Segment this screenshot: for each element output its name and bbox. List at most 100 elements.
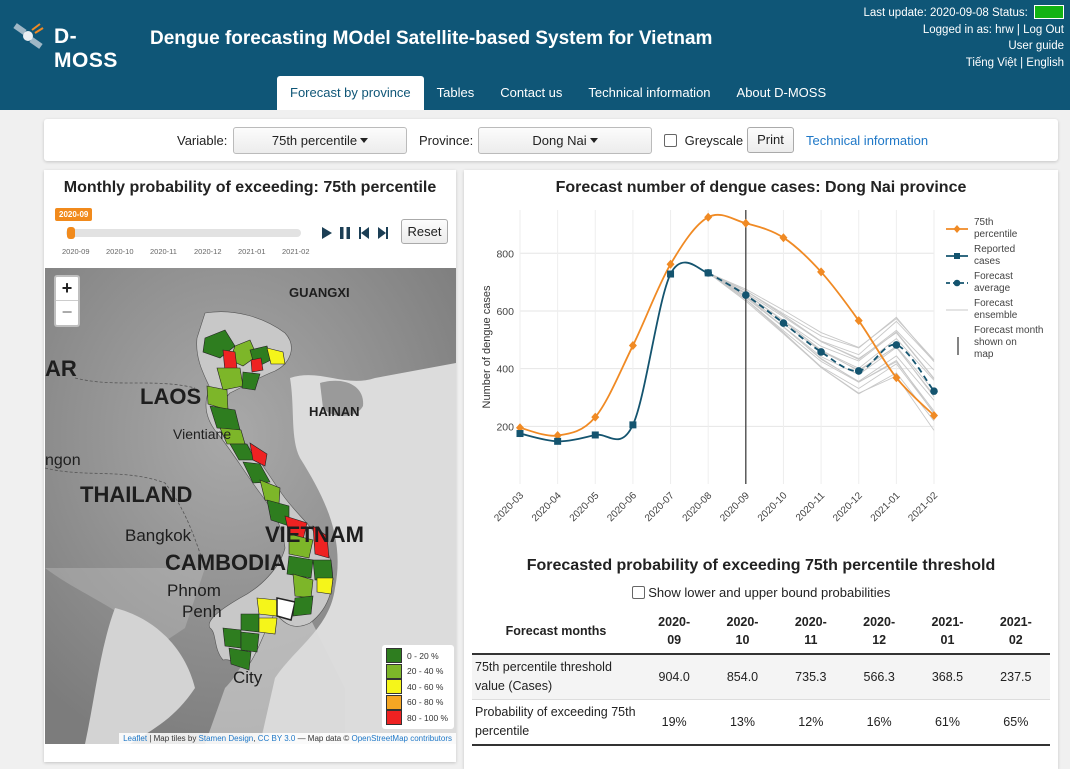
tab-forecast-by-province[interactable]: Forecast by province [277,76,424,110]
map-label-hainan: HAINAN [309,404,360,419]
lang-vietnamese-link[interactable]: Tiếng Việt [965,56,1017,69]
data-point [779,319,788,327]
table-cell: 13% [708,699,777,746]
table-header-cell: 2020- 12 [844,609,914,655]
data-point [741,218,750,228]
legend-swatch [386,710,402,726]
legend-label: 60 - 80 % [407,697,444,708]
header-month: 02 [1008,633,1023,647]
table-row-label: 75th percentile threshold value (Cases) [472,654,640,700]
bounds-checkbox[interactable] [631,586,645,599]
zoom-in-button[interactable]: + [56,277,78,301]
attribution-text: | Map tiles by [147,734,199,743]
x-tick-label: 2021-02 [906,490,940,524]
header-month: 12 [872,633,887,647]
variable-label: Variable: [177,133,228,148]
map-label-vientiane: Vientiane [173,426,232,442]
logged-in-text: Logged in as: hrw [922,23,1014,36]
header-month: 09 [667,633,682,647]
legend-item: 40 - 60 % [386,679,450,695]
legend-label: 80 - 100 % [407,712,449,723]
legend-marker [953,279,961,287]
x-tick-label: 2020-05 [568,490,602,524]
header-year: 2020- [863,615,896,629]
last-update-text: Last update: 2020-09-08 Status: [863,7,1028,19]
tab-about[interactable]: About D-MOSS [736,85,827,100]
table-cell: 735.3 [776,654,845,700]
app-header: D-MOSS Dengue forecasting MOdel Satellit… [0,0,1070,110]
slider-tick: 2020-09 [62,247,90,256]
variable-dropdown[interactable]: 75th percentile [233,127,407,154]
series-line-0 [520,213,935,437]
table-header-cell: 2021- 02 [981,609,1050,655]
dmoss-logo[interactable]: D-MOSS [10,18,135,72]
month-slider-handle[interactable] [67,227,75,239]
data-point [704,269,712,277]
step-forward-icon[interactable] [377,226,389,240]
leaflet-link[interactable]: Leaflet [123,734,148,743]
legend-label-line: Forecast month [974,325,1043,336]
logout-link[interactable]: Log Out [1023,23,1064,36]
x-tick-label: 2020-04 [530,490,564,524]
table-header-row: Forecast months 2020- 09 2020- 10 2020- 11 … [472,609,1050,655]
table-cell: 19% [640,699,709,746]
osm-link[interactable]: OpenStreetMap contributors [351,734,453,743]
legend-item: 0 - 20 % [386,648,450,664]
legend-marker [954,253,960,259]
y-tick-label: 600 [496,306,514,318]
header-year: 2021- [931,615,964,629]
map-label-ngon: ngon [45,452,81,469]
table-cell: 61% [913,699,982,746]
slider-tick: 2020-11 [150,247,177,256]
play-icon[interactable] [321,226,333,240]
probability-table: Forecast months 2020- 09 2020- 10 2020- 11 … [472,609,1050,746]
header-year: 2020- [726,615,759,629]
x-tick-label: 2020-11 [794,490,828,524]
slider-tick: 2020-12 [194,247,222,256]
reset-button[interactable]: Reset [401,219,448,244]
greyscale-toggle[interactable]: Greyscale [664,133,743,148]
x-tick-label: 2021-01 [869,490,903,524]
lang-english-link[interactable]: English [1026,56,1064,69]
technical-information-link[interactable]: Technical information [806,133,929,148]
ccby-link[interactable]: CC BY 3.0 [257,734,296,743]
x-tick-label: 2020-08 [681,490,715,524]
data-point [892,341,901,349]
map-label-ar: AR [45,356,77,381]
logo-text: D-MOSS [54,25,118,72]
month-slider-track[interactable] [66,229,301,237]
province-map[interactable]: GUANGXI AR LAOS HAINAN Vientiane ngon TH… [45,268,456,744]
step-back-icon[interactable] [358,226,370,240]
tab-tables[interactable]: Tables [436,85,475,100]
table-header-cell: 2020- 10 [708,609,777,655]
legend-label-line: cases [974,256,1000,267]
stamen-link[interactable]: Stamen Design [198,734,254,743]
x-tick-label: 2020-09 [718,490,752,524]
app-title: Dengue forecasting MOdel Satellite-based… [150,28,713,49]
bounds-toggle[interactable]: Show lower and upper bound probabilities [464,585,1058,600]
variable-value: 75th percentile [271,133,358,148]
slider-tick: 2021-01 [238,247,266,256]
data-point [817,348,825,356]
zoom-out-button[interactable]: − [61,302,73,322]
map-label-thailand: THAILAND [80,482,193,507]
legend-label-line: shown on [974,337,1017,348]
print-button[interactable]: Print [747,127,794,153]
user-guide-link[interactable]: User guide [1008,40,1064,52]
province-dropdown[interactable]: Dong Nai [478,127,652,154]
pause-icon[interactable] [339,226,351,240]
data-point [553,431,562,441]
data-point [930,387,938,395]
data-point [704,212,713,222]
greyscale-checkbox[interactable] [664,134,677,147]
data-point [930,411,938,420]
tab-contact-us[interactable]: Contact us [500,85,563,100]
x-tick-label: 2020-07 [643,490,677,524]
map-attribution: Leaflet | Map tiles by Stamen Design, CC… [119,733,456,744]
province-label: Province: [419,133,474,148]
separator: | [1016,23,1020,36]
data-point [628,341,637,351]
tab-technical-information[interactable]: Technical information [588,85,711,100]
legend-label: 20 - 40 % [407,666,444,677]
data-point [854,316,863,326]
